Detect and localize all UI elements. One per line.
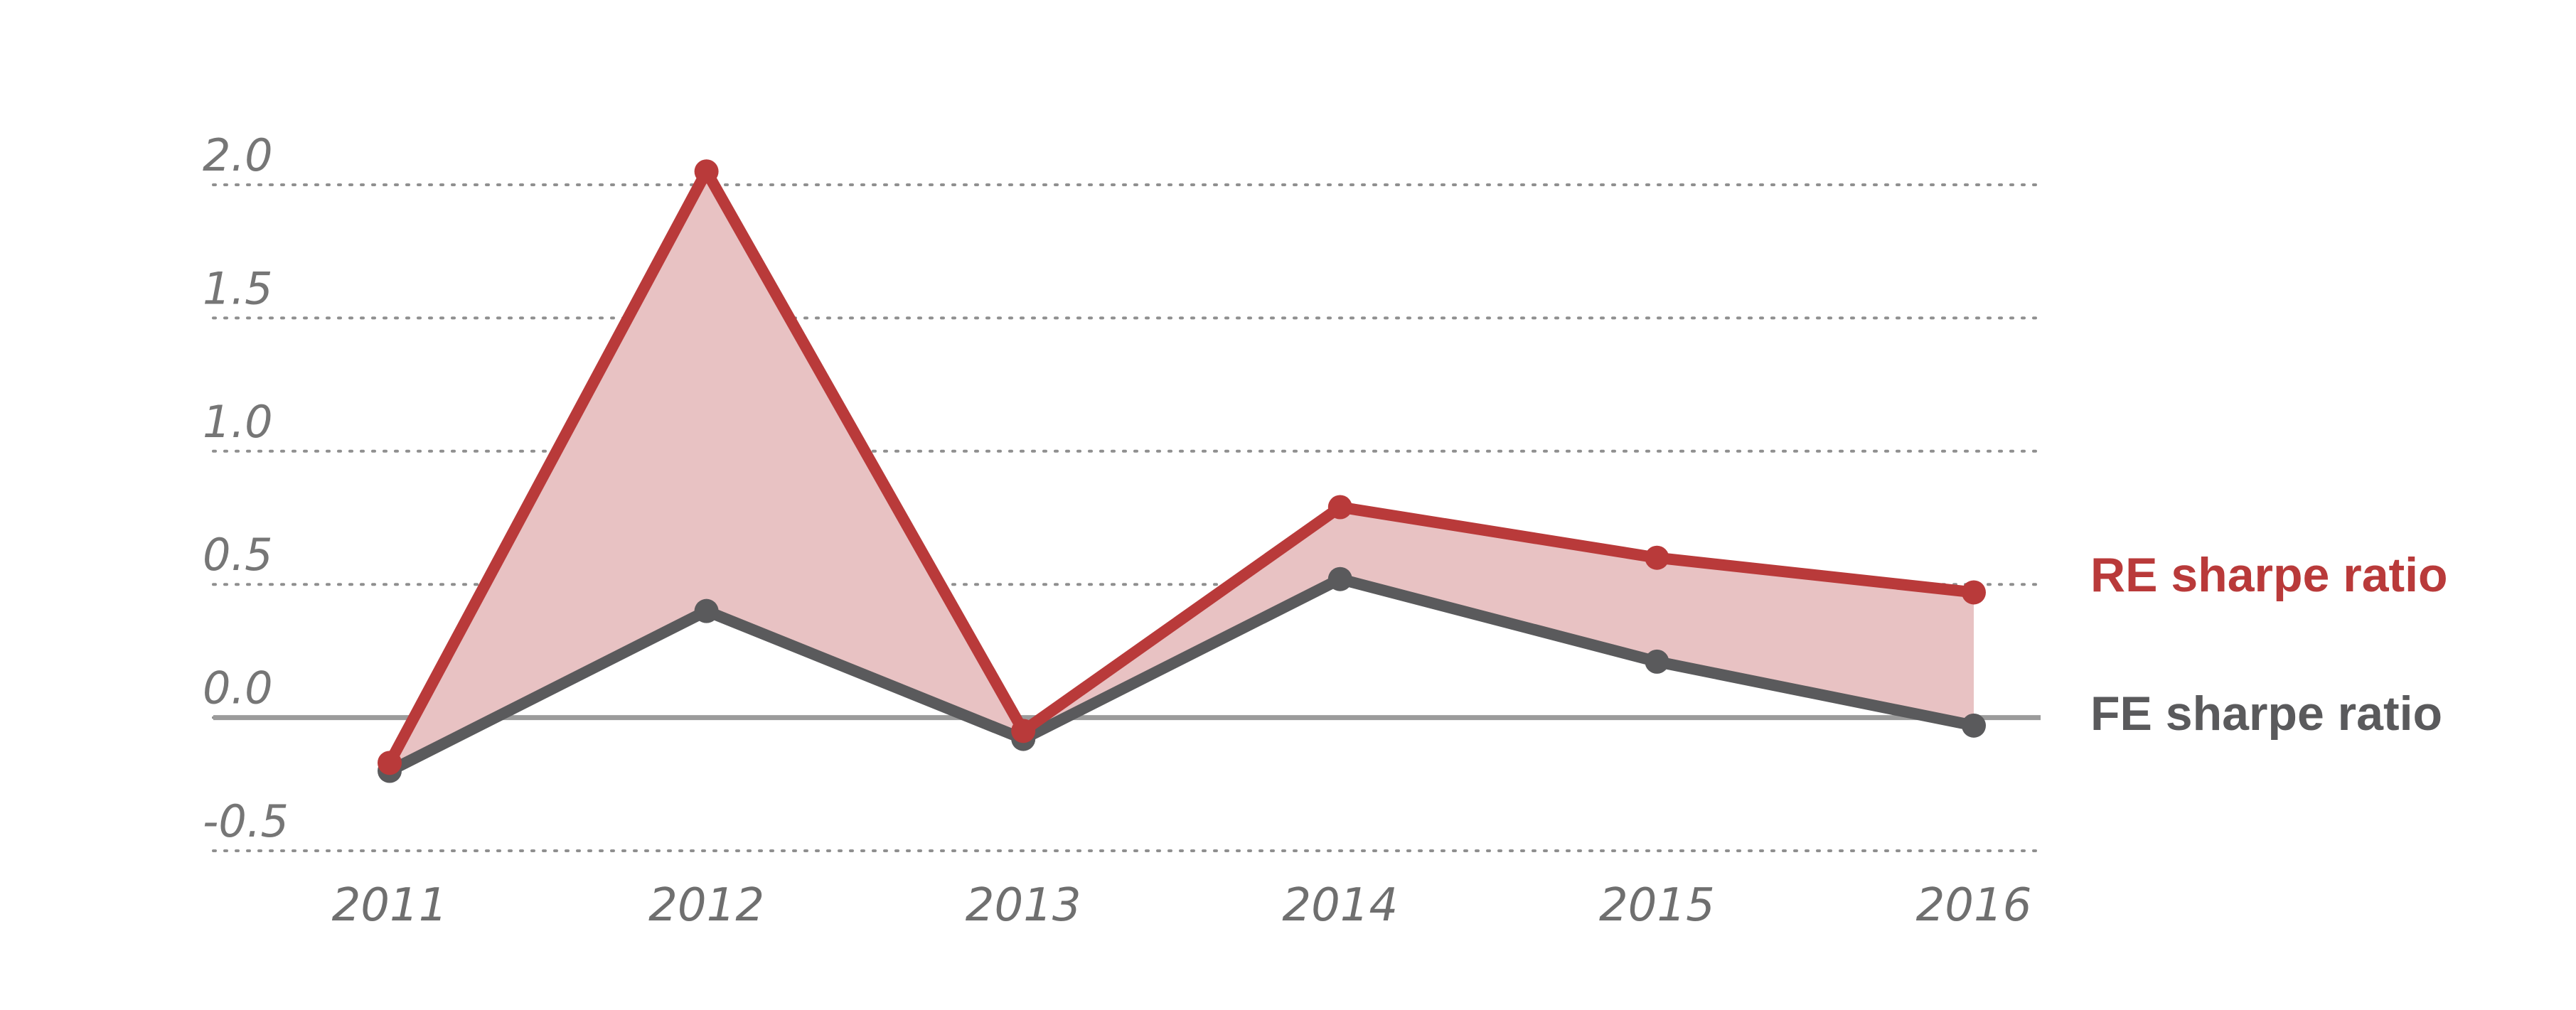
- axis-labels: 2.0 1.5 1.0 0.5 0.0 -0.5 2011 2012 2013 2014 2015 2…: [203, 129, 2031, 932]
- x-tick-label: 2014: [1282, 879, 1398, 932]
- x-tick-label: 2011: [332, 879, 448, 932]
- re-series-label: RE sharpe ratio: [2090, 548, 2448, 602]
- re-data-point: [1962, 580, 1986, 605]
- re-data-point: [1327, 495, 1352, 520]
- fe-data-point: [1645, 649, 1669, 674]
- y-tick-label: -0.5: [203, 795, 289, 847]
- fe-data-point: [1962, 713, 1986, 738]
- x-tick-label: 2012: [648, 879, 764, 932]
- x-tick-label: 2016: [1916, 879, 2032, 932]
- fe-series-label: FE sharpe ratio: [2090, 687, 2442, 741]
- series-lines: [384, 166, 1979, 777]
- fe-series-line: [384, 573, 1979, 777]
- x-tick-label: 2013: [966, 879, 1081, 932]
- y-tick-label: 2.0: [203, 129, 273, 181]
- re-data-point: [1011, 719, 1036, 743]
- series-points: [378, 159, 1986, 783]
- y-tick-label: 1.5: [203, 262, 273, 314]
- re-data-point: [694, 159, 719, 184]
- re-data-point: [1645, 545, 1669, 570]
- fe-data-point: [694, 598, 719, 623]
- fe-data-point: [1327, 566, 1352, 591]
- y-tick-label: 0.5: [203, 529, 273, 581]
- y-tick-label: 0.0: [203, 662, 273, 714]
- y-tick-label: 1.0: [203, 396, 273, 448]
- series-labels: RE sharpe ratio FE sharpe ratio: [2090, 548, 2448, 741]
- x-tick-label: 2015: [1599, 879, 1715, 932]
- re-series-line: [384, 166, 1979, 769]
- re-data-point: [378, 751, 402, 775]
- gridlines: [212, 183, 2042, 852]
